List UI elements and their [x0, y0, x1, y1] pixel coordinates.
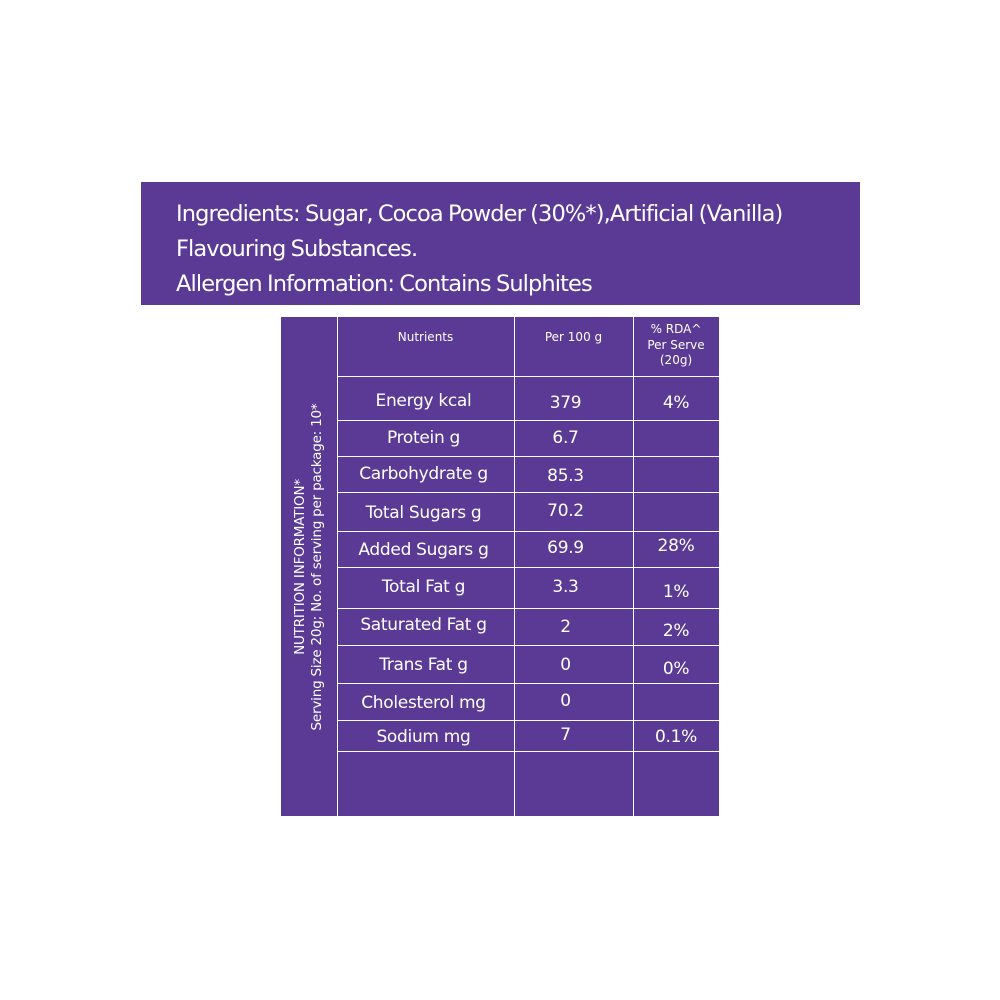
nutrient-name: Cholesterol mg — [361, 693, 486, 713]
per-100g-value: 2 — [560, 617, 571, 637]
per-100g-value: 0 — [560, 691, 571, 711]
nutrient-name: Added Sugars g — [358, 540, 489, 560]
rda-value: 2% — [662, 621, 690, 641]
nutrient-name: Saturated Fat g — [360, 615, 487, 635]
nutrient-name: Protein g — [386, 428, 461, 448]
column-divider — [337, 317, 338, 816]
nutrient-name: Total Fat g — [381, 577, 466, 597]
nutrient-name: Sodium mg — [376, 727, 471, 747]
flavouring-text: Flavouring Substances. — [176, 236, 418, 262]
header-rda-line2: Per Serve — [647, 337, 705, 352]
row-divider — [337, 645, 719, 646]
row-divider — [337, 567, 719, 568]
per-100g-value: 85.3 — [547, 466, 584, 486]
header-rda: % RDA^ Per Serve (20g) — [633, 322, 719, 369]
row-divider — [337, 420, 719, 421]
row-divider — [337, 720, 719, 721]
nutrition-table: NUTRITION INFORMATION* Serving Size 20g;… — [281, 317, 719, 816]
rda-value: 1% — [662, 582, 690, 602]
nutrient-name: Carbohydrate g — [359, 464, 488, 484]
header-nutrients: Nutrients — [397, 330, 454, 344]
rda-value: 0% — [662, 659, 690, 679]
nutrient-name: Total Sugars g — [365, 503, 482, 523]
allergen-text: Allergen Information: Contains Sulphites — [176, 271, 593, 297]
per-100g-value: 6.7 — [552, 428, 579, 448]
ingredients-panel: Ingredients: Sugar, Cocoa Powder (30%*),… — [141, 182, 860, 305]
column-divider — [633, 317, 634, 816]
per-100g-value: 3.3 — [552, 577, 579, 597]
row-divider — [337, 492, 719, 493]
row-divider — [337, 751, 719, 752]
rda-value: 4% — [662, 393, 690, 413]
per-100g-value: 69.9 — [547, 538, 584, 558]
row-divider — [337, 608, 719, 609]
nutrient-name: Energy kcal — [375, 391, 472, 411]
nutrition-side-label: NUTRITION INFORMATION* Serving Size 20g;… — [281, 317, 337, 816]
nutrition-title: NUTRITION INFORMATION* — [292, 478, 308, 655]
header-per-100g: Per 100 g — [544, 330, 603, 344]
header-rda-line3: (20g) — [659, 353, 693, 367]
column-divider — [514, 317, 515, 816]
rda-value: 28% — [657, 536, 695, 556]
header-rda-line1: % RDA^ — [650, 322, 702, 336]
serving-info: Serving Size 20g; No. of serving per pac… — [309, 403, 325, 730]
row-divider — [337, 456, 719, 457]
ingredients-text: Ingredients: Sugar, Cocoa Powder (30%*),… — [176, 201, 783, 227]
per-100g-value: 7 — [560, 725, 571, 745]
rda-value: 0.1% — [655, 727, 697, 747]
row-divider — [337, 683, 719, 684]
nutrient-name: Trans Fat g — [379, 655, 468, 675]
per-100g-value: 70.2 — [547, 501, 584, 521]
per-100g-value: 379 — [549, 393, 582, 413]
per-100g-value: 0 — [560, 655, 571, 675]
row-divider — [337, 376, 719, 377]
row-divider — [337, 531, 719, 532]
